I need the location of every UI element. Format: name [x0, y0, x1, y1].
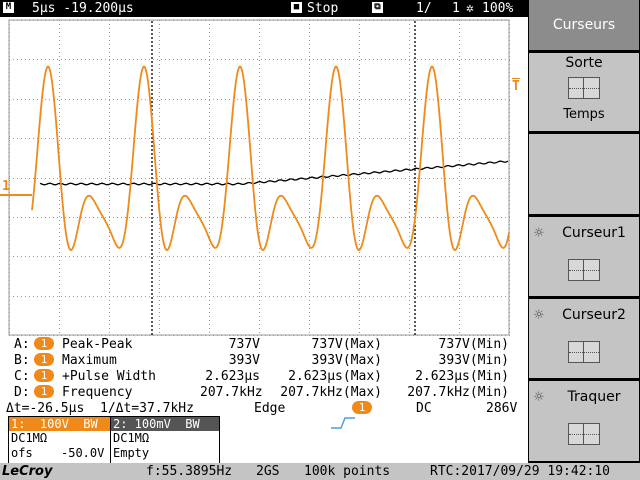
knob-icon: ☼ — [534, 305, 544, 324]
status-bar: M 5µs -19.200µs ■ Stop ⧉ 1/ 1 ✲ 100% — [0, 0, 640, 17]
page-current: 1/ — [416, 1, 432, 16]
stop-square-icon: ■ — [291, 0, 302, 17]
knob-icon: ☼ — [534, 223, 544, 242]
ch1-badge: 1 — [34, 337, 54, 350]
frequency-counter: f:55.3895Hz — [146, 464, 233, 479]
softkey-panel: Curseurs Sorte Temps ☼ Curseur1 ☼ Curseu… — [528, 0, 640, 463]
cursor1-icon — [568, 259, 600, 281]
measurement-row[interactable]: C: 1 +Pulse Width 2.623µs 2.623µs(Max) 2… — [14, 369, 509, 384]
ch1-level-marker[interactable]: 1 — [2, 179, 10, 194]
ch2-header: 2: 100mV BW — [111, 417, 219, 431]
zoom-level: 100% — [482, 1, 514, 16]
ch1-badge: 1 — [34, 353, 54, 366]
cursors-button[interactable]: Curseurs — [529, 0, 639, 50]
measurement-row[interactable]: A: 1 Peak-Peak 737V 737V(Max) 737V(Min) — [14, 337, 509, 352]
gear-sun-icon[interactable]: ✲ — [466, 1, 474, 16]
sample-rate: 2GS — [256, 464, 280, 479]
ch1-coupling: DC1MΩ — [11, 431, 48, 445]
ch1-settings-box[interactable]: 1: 100V BW DC1MΩ ofs -50.0V — [8, 416, 112, 465]
trigger-type[interactable]: Edge — [254, 401, 286, 416]
sorte-button[interactable]: Sorte Temps — [529, 53, 639, 131]
ch1-badge: 1 — [34, 385, 54, 398]
mode-icon[interactable]: M — [3, 0, 14, 17]
lecroy-logo: LeCroy — [2, 464, 53, 479]
trigger-source-badge[interactable]: 1 — [352, 401, 372, 414]
ch2-settings-box[interactable]: 2: 100mV BW DC1MΩ Empty — [110, 416, 220, 465]
cursor1-button[interactable]: ☼ Curseur1 — [529, 217, 639, 296]
page-total: 1 — [452, 1, 460, 16]
track-button[interactable]: ☼ Traquer — [529, 381, 639, 461]
trigger-coupling: DC — [416, 401, 432, 416]
measurement-row[interactable]: D: 1 Frequency 207.7kHz 207.7kHz(Max) 20… — [14, 385, 509, 400]
ch2-trace — [39, 160, 509, 186]
graticule-grid — [8, 19, 510, 336]
empty-softkey[interactable] — [529, 134, 639, 214]
ch1-offset-row: ofs -50.0V — [11, 446, 105, 460]
cursor2-button[interactable]: ☼ Curseur2 — [529, 299, 639, 378]
trigger-level-marker[interactable]: T — [512, 79, 520, 94]
inv-delta-t-readout: 1/Δt=37.7kHz — [100, 401, 194, 416]
acquisition-state[interactable]: Stop — [307, 1, 339, 16]
knob-icon: ☼ — [534, 387, 544, 406]
cursor2-icon — [568, 341, 600, 363]
bottom-status-bar: LeCroy f:55.3895Hz 2GS 100k points RTC:2… — [0, 463, 640, 480]
track-icon — [568, 423, 600, 445]
waveform-display[interactable]: 1 T — [0, 17, 528, 337]
ch2-coupling: DC1MΩ — [113, 431, 150, 445]
timebase-readout[interactable]: 5µs -19.200µs — [32, 1, 134, 16]
ch1-header: 1: 100V BW — [9, 417, 111, 431]
ch2-status: Empty — [113, 446, 150, 460]
trigger-readout: Δt=-26.5µs 1/Δt=37.7kHz Edge 1 DC 286V — [0, 401, 528, 429]
graticule-svg — [0, 17, 528, 337]
time-cursor-icon — [568, 77, 600, 99]
record-length: 100k points — [304, 464, 391, 479]
rising-edge-icon — [300, 401, 356, 449]
rtc-clock: RTC:2017/09/29 19:42:10 — [430, 464, 611, 479]
ch1-badge: 1 — [34, 369, 54, 382]
ch1-trace — [31, 65, 510, 252]
measurement-row[interactable]: B: 1 Maximum 393V 393V(Max) 393V(Min) — [14, 353, 509, 368]
history-stack-icon[interactable]: ⧉ — [372, 0, 383, 17]
measurement-panel: A: 1 Peak-Peak 737V 737V(Max) 737V(Min) … — [0, 337, 528, 403]
delta-t-readout: Δt=-26.5µs — [6, 401, 85, 416]
trigger-level: 286V — [486, 401, 518, 416]
